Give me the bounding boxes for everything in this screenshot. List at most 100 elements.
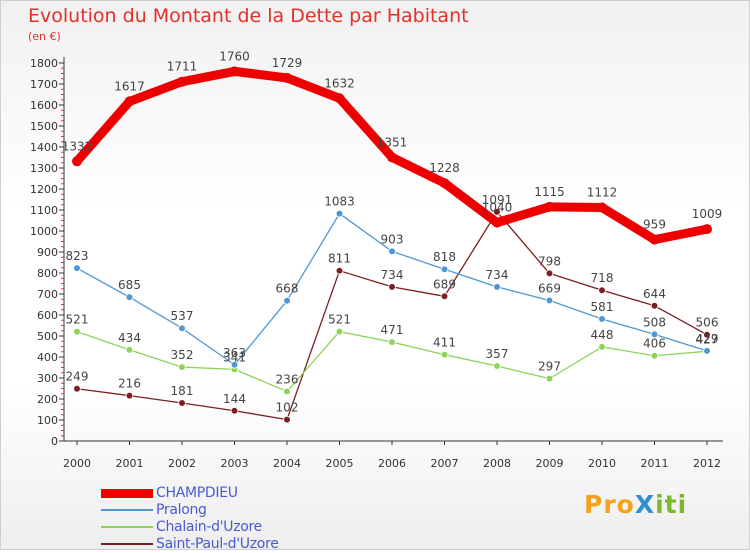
x-tick-label: 2000 [63, 457, 91, 470]
data-point [388, 338, 396, 346]
data-point [650, 330, 659, 339]
data-point [439, 178, 450, 189]
y-tick-label: 300 [37, 372, 58, 385]
data-point [544, 201, 555, 212]
data-point [283, 387, 291, 396]
data-point [335, 209, 344, 218]
data-point [440, 350, 449, 359]
data-point [229, 66, 240, 77]
series-2 [73, 327, 711, 396]
data-point [334, 93, 345, 104]
data-label: 734 [486, 268, 509, 282]
data-label: 644 [643, 287, 666, 301]
data-point [335, 327, 344, 336]
proxiti-logo: ProXiti [584, 490, 688, 519]
data-label: 1632 [324, 76, 355, 90]
data-point [388, 283, 396, 291]
x-tick-label: 2012 [693, 457, 721, 470]
data-label: 144 [223, 392, 246, 406]
y-tick-label: 0 [51, 435, 58, 448]
data-label: 406 [643, 337, 666, 351]
x-tick-label: 2004 [273, 457, 301, 470]
data-point [282, 72, 292, 83]
data-label: 689 [433, 277, 456, 291]
x-tick-label: 2009 [536, 457, 564, 470]
data-label: 1009 [692, 207, 723, 221]
data-label: 818 [433, 250, 456, 264]
y-tick-label: 1700 [30, 78, 58, 91]
data-label: 471 [381, 323, 404, 337]
data-label: 581 [591, 300, 614, 314]
data-point [73, 327, 81, 336]
y-tick-label: 700 [37, 288, 58, 301]
y-tick-label: 1000 [30, 225, 58, 238]
data-point [597, 202, 607, 213]
data-point [493, 208, 501, 216]
data-point [230, 360, 239, 369]
data-point [598, 343, 606, 351]
data-point [492, 217, 502, 228]
data-point [703, 347, 711, 355]
y-tick-label: 200 [37, 393, 58, 406]
data-point [73, 264, 81, 272]
x-tick-label: 2002 [168, 457, 196, 470]
data-label: 537 [171, 309, 194, 323]
data-point [650, 301, 659, 310]
data-point [335, 266, 344, 275]
data-point [178, 324, 186, 333]
y-tick-label: 100 [37, 414, 58, 427]
data-label: 718 [591, 271, 614, 285]
data-point [178, 399, 186, 407]
data-label: 1083 [324, 195, 355, 209]
data-label: 1091 [482, 193, 513, 207]
data-point [545, 374, 554, 383]
data-point [545, 296, 554, 305]
data-label: 363 [223, 346, 246, 360]
data-label: 1617 [114, 79, 145, 93]
data-label: 798 [538, 254, 561, 268]
data-label: 236 [276, 372, 299, 386]
data-label: 216 [118, 377, 141, 391]
y-tick-label: 1600 [30, 99, 58, 112]
y-tick-label: 1100 [30, 204, 58, 217]
y-tick-label: 1200 [30, 183, 58, 196]
y-tick-label: 1300 [30, 162, 58, 175]
x-tick-label: 2006 [378, 457, 406, 470]
y-tick-label: 900 [37, 246, 58, 259]
data-point [387, 152, 397, 163]
data-label: 506 [696, 316, 719, 330]
data-label: 411 [433, 336, 456, 350]
x-tick-label: 2011 [641, 457, 669, 470]
data-label: 1351 [377, 135, 408, 149]
data-point [283, 296, 291, 305]
data-point [702, 224, 712, 235]
y-tick-label: 600 [37, 309, 58, 322]
data-point [703, 330, 711, 339]
data-label: 521 [66, 313, 89, 327]
data-label: 434 [118, 331, 141, 345]
data-label: 297 [538, 360, 561, 374]
series-1 [73, 209, 711, 369]
data-label: 811 [328, 252, 351, 266]
data-label: 429 [696, 332, 719, 346]
data-label: 1760 [219, 49, 250, 63]
data-point [177, 76, 187, 87]
data-point [493, 362, 501, 370]
data-point [598, 286, 606, 295]
data-label: 669 [538, 282, 561, 296]
data-label: 668 [276, 282, 299, 296]
data-label: 1228 [429, 161, 460, 175]
data-label: 427 [696, 332, 719, 346]
data-label: 1332 [62, 139, 93, 153]
y-tick-label: 1800 [30, 57, 58, 70]
data-point [440, 265, 449, 274]
data-point [649, 234, 660, 245]
legend-swatch [101, 488, 153, 498]
data-labels: 1332 1617 1711 1760 1729 1632 1351 1228 1040 1115… [62, 49, 723, 414]
x-tick-label: 2010 [588, 457, 616, 470]
data-point [230, 406, 239, 415]
y-tick-label: 1500 [30, 120, 58, 133]
y-tick-label: 1400 [30, 141, 58, 154]
y-tick-label: 400 [37, 351, 58, 364]
